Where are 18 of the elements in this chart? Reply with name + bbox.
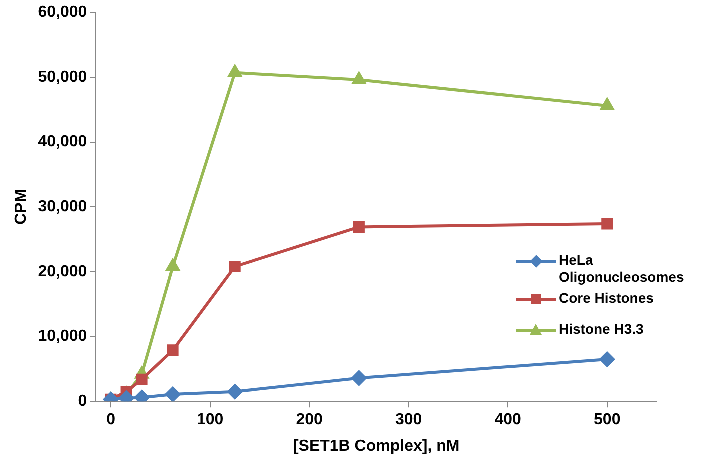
x-tick-label: 500 [594, 412, 621, 429]
y-tick-label: 10,000 [38, 328, 88, 346]
x-axis-title: [SET1B Complex], nM [293, 438, 460, 455]
x-tick-label: 400 [494, 412, 522, 429]
x-tick-label: 300 [395, 412, 422, 429]
y-axis-title: CPM [13, 189, 30, 225]
y-tick-label: 30,000 [38, 198, 88, 216]
x-tick-label: 100 [196, 412, 224, 429]
y-tick-label: 0 [78, 393, 88, 410]
legend-label: Histone H3.3 [559, 321, 645, 338]
x-tick-label: 200 [296, 412, 324, 429]
y-tick-label: 60,000 [38, 4, 88, 22]
y-tick-label: 20,000 [38, 263, 88, 280]
legend-label: Core Histones [559, 290, 655, 307]
y-tick-label: 50,000 [38, 68, 88, 86]
y-tick-label: 40,000 [38, 134, 88, 151]
legend-label: HeLa Oligonucleosomes [559, 252, 686, 286]
x-tick-label: 0 [106, 412, 116, 429]
